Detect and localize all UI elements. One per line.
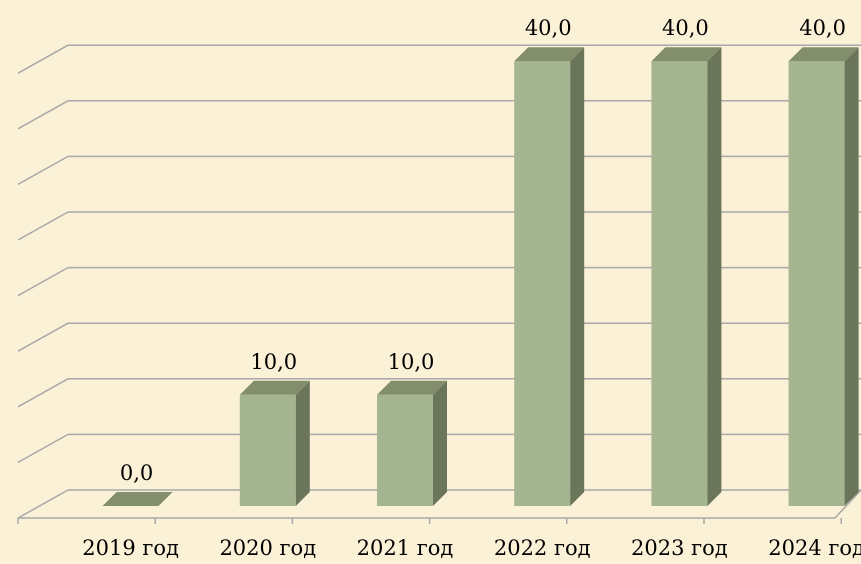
bar-top [514, 47, 585, 62]
bar [651, 47, 722, 506]
value-label: 40,0 [662, 16, 709, 40]
value-label: 40,0 [525, 16, 572, 40]
bar [102, 492, 173, 506]
gridlines [17, 44, 861, 519]
bar-side [844, 47, 859, 506]
x-tick-label: 2024 год [768, 536, 861, 559]
gridline-depth [17, 44, 69, 74]
bar-side [433, 380, 447, 506]
bar-side [570, 47, 585, 506]
gridline-depth [17, 211, 69, 241]
value-label: 10,0 [388, 350, 435, 374]
bar-top [102, 492, 173, 506]
bar-front [377, 394, 433, 506]
bar [239, 380, 310, 506]
value-label: 10,0 [250, 350, 297, 374]
x-axis: 2019 год 2020 год 2021 год 2022 год 2023 год… [17, 517, 861, 560]
bar-side [707, 47, 722, 506]
gridline-depth [17, 322, 69, 352]
value-labels: 0,0 10,0 10,0 40,0 40,0 40,0 [120, 16, 846, 485]
bar-front [239, 394, 296, 506]
bar-top [651, 47, 722, 62]
bar [788, 47, 859, 506]
bar-front [514, 61, 571, 506]
bar [377, 380, 447, 506]
gridline-depth [17, 378, 69, 408]
bar [514, 47, 585, 506]
x-tick-label: 2021 год [357, 536, 454, 559]
gridline-depth [17, 433, 69, 464]
value-label: 0,0 [120, 461, 153, 485]
value-label: 40,0 [799, 16, 846, 40]
gridline-depth [17, 155, 69, 186]
bar-top [239, 380, 310, 395]
x-tick-label: 2019 год [82, 536, 179, 559]
gridline-depth [17, 266, 69, 297]
floor-depth-left [17, 489, 69, 519]
x-tick-label: 2023 год [631, 536, 728, 559]
bar-side [295, 380, 310, 506]
gridline-depth [17, 100, 69, 130]
bar-top [788, 47, 859, 62]
bar-front [651, 61, 708, 506]
x-tick-label: 2022 год [494, 536, 591, 559]
x-tick-label: 2020 год [219, 536, 316, 559]
bar-top [377, 380, 447, 395]
bars [102, 47, 859, 506]
bar-front [788, 61, 845, 506]
floor-depth-right [834, 489, 861, 519]
